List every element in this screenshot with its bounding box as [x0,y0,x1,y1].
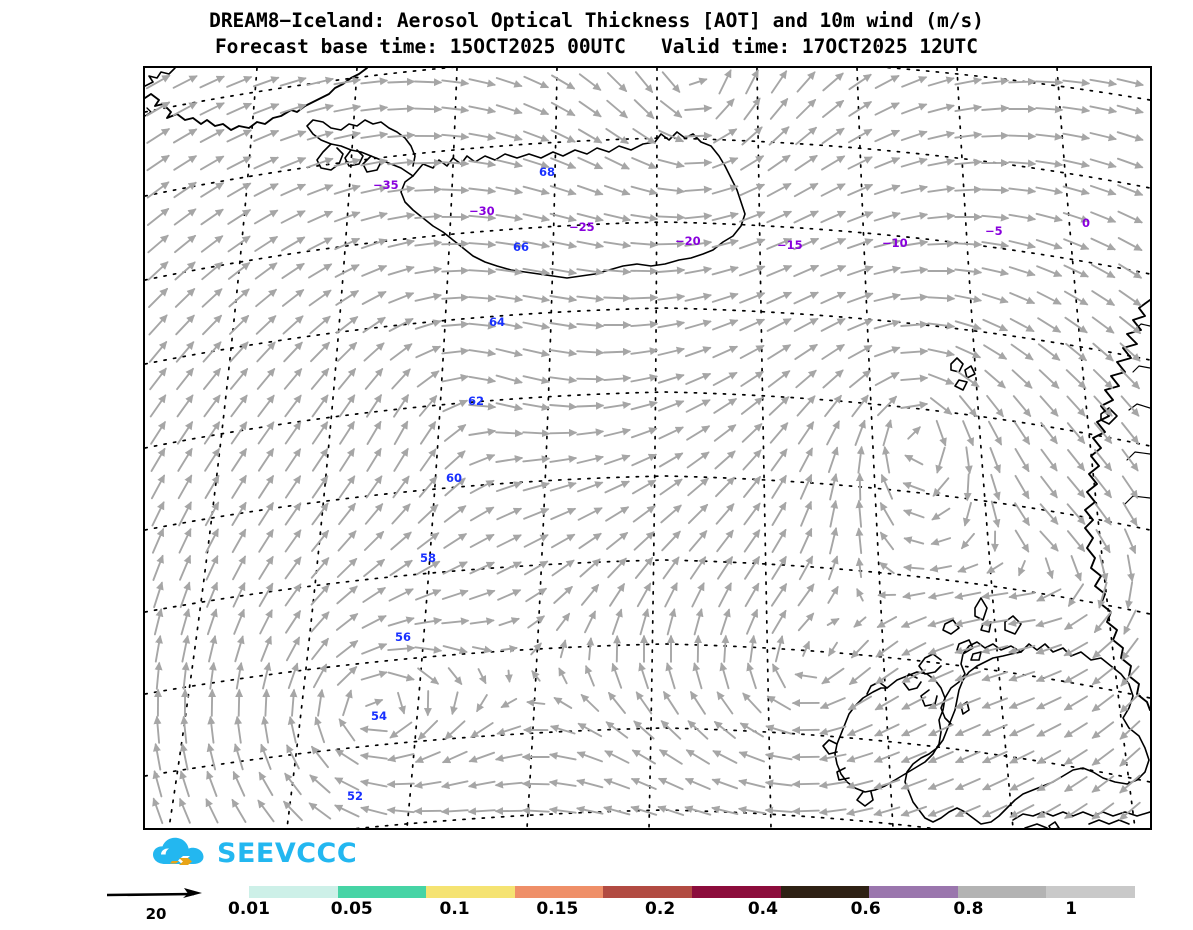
colorbar-tick: 0.01 [228,899,270,919]
graticule [145,68,1150,828]
colorbar-segment [780,886,870,898]
right-arrow-icon [106,888,202,898]
coastlines [145,68,1150,828]
colorbar-tick: 0.1 [439,899,470,919]
chart-subtitle: Forecast base time: 15OCT2025 00UTC Vali… [214,35,979,58]
colorbar-segment [1046,886,1135,898]
colorbar-segment [869,886,958,898]
logo-text: SEEVCCC [217,837,358,869]
colorbar-tick: 0.2 [645,899,676,919]
colorbar[interactable] [249,886,1135,898]
colorbar-tick: 0.15 [536,899,579,919]
colorbar-tick: 0.6 [850,899,881,919]
colorbar-segment [514,886,604,898]
colorbar-tick: 0.4 [747,899,778,919]
colorbar-segment [249,886,338,898]
wind-scale-value: 20 [145,905,167,923]
colorbar-segment [691,886,781,898]
colorbar-tick: 1 [1065,899,1078,919]
map-canvas [145,68,1150,828]
colorbar-segment [957,886,1047,898]
wind-scale-reference: 20 [106,886,218,928]
wind-vector-field [145,69,1144,825]
colorbar-tick-labels: 0.01 0.05 0.1 0.15 0.2 0.4 0.6 0.8 1 [228,899,1135,925]
colorbar-tick: 0.8 [953,899,984,919]
page-title: DREAM8−Iceland: Aerosol Optical Thicknes… [209,9,984,32]
colorbar-segment [426,886,515,898]
colorbar-tick: 0.05 [330,899,373,919]
cloud-icon [153,837,204,865]
chart-title-block: DREAM8−Iceland: Aerosol Optical Thicknes… [0,8,1193,60]
colorbar-segment [603,886,692,898]
colorbar-segment [337,886,427,898]
seevccc-logo[interactable]: SEEVCCC [152,836,357,870]
map-panel[interactable]: 68666462605856545250−35−30−25−20−15−10−5… [143,66,1152,830]
